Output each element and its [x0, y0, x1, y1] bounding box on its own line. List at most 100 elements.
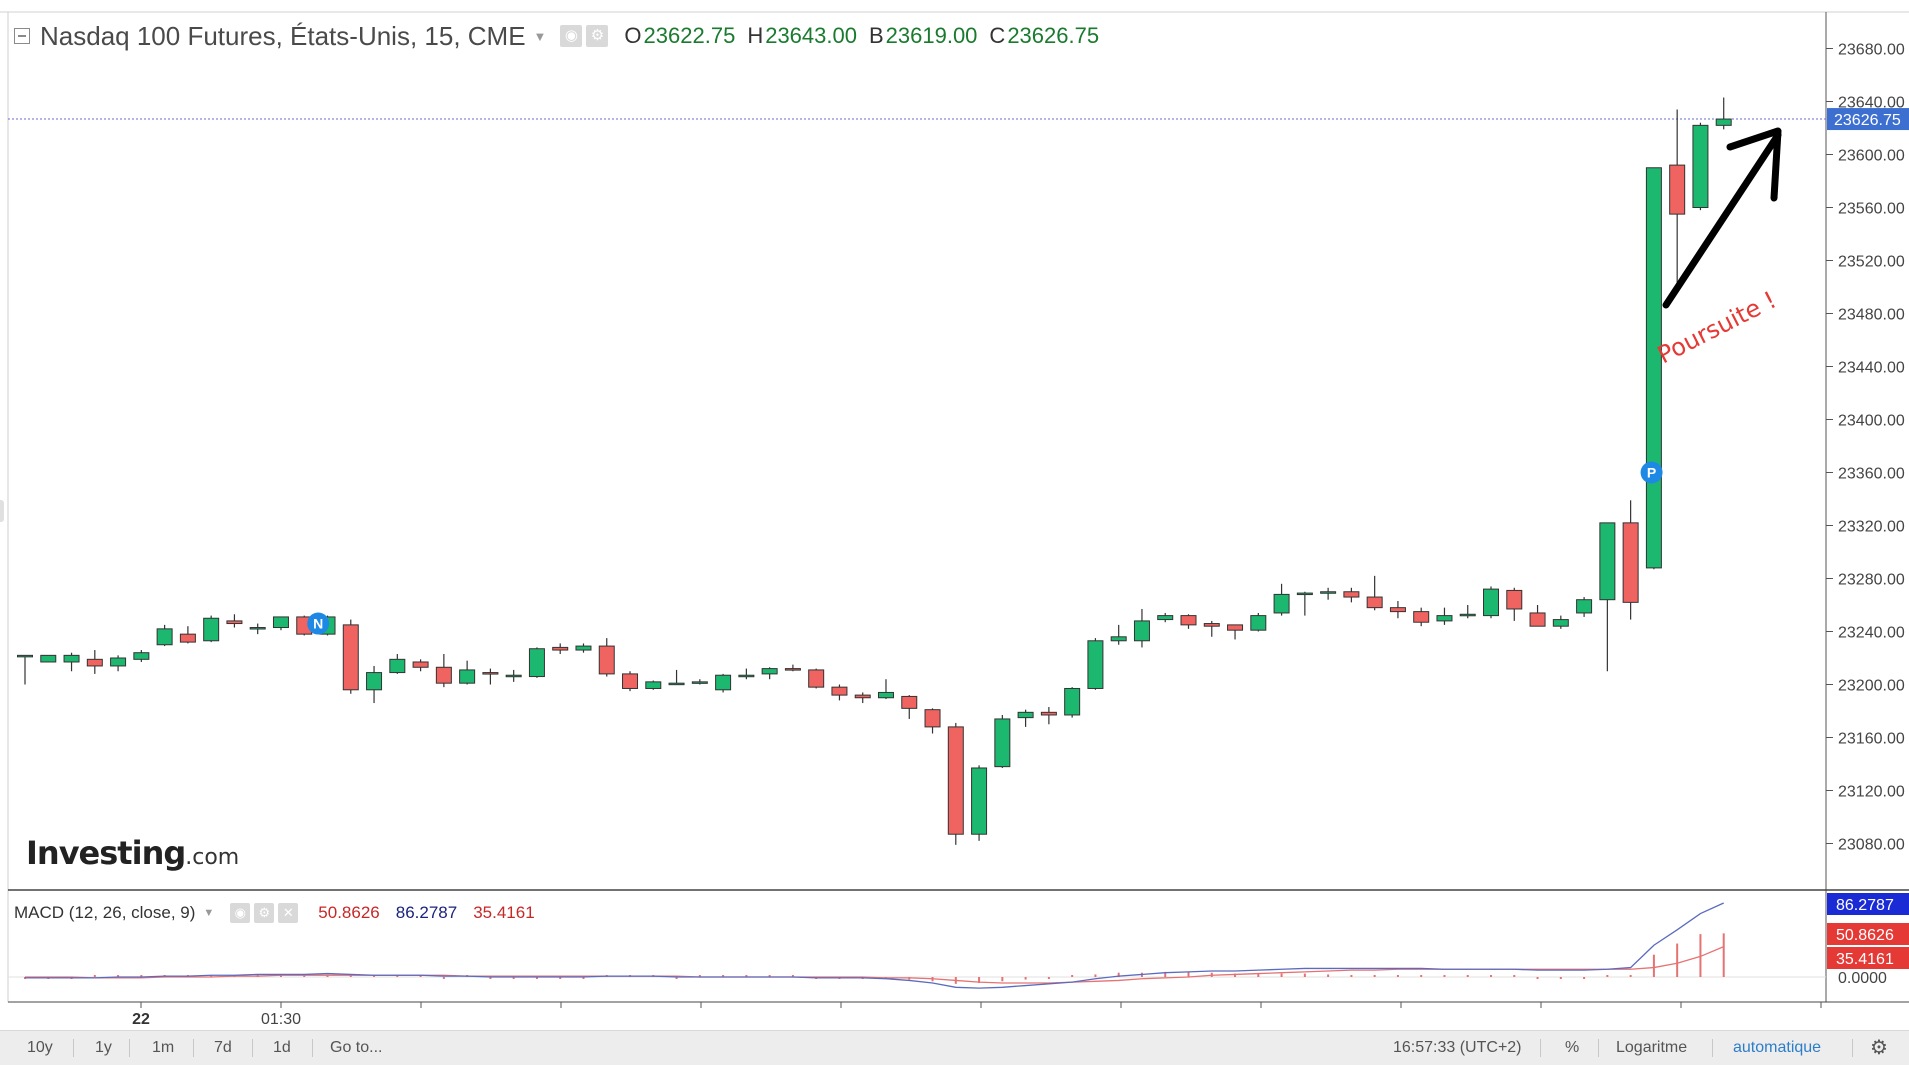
range-1d-button[interactable]: 1d — [273, 1039, 291, 1056]
candle — [1343, 587, 1360, 603]
symbol-title[interactable]: Nasdaq 100 Futures, États-Unis, 15, CME — [40, 20, 526, 51]
candle — [1599, 522, 1616, 672]
price-tick-label: 23440.00 — [1838, 360, 1905, 377]
marker-circle — [307, 612, 330, 635]
candle-body — [40, 654, 57, 663]
divider — [1540, 1039, 1541, 1057]
candle — [1296, 591, 1313, 616]
eye-icon[interactable]: ◉ — [230, 903, 251, 923]
range-1m-button[interactable]: 1m — [152, 1039, 175, 1056]
eye-icon[interactable]: ◉ — [560, 25, 583, 47]
price-tick-label: 23320.00 — [1838, 519, 1905, 536]
macd-histogram-bar — [559, 977, 562, 979]
candle — [63, 652, 80, 672]
range-1y-button[interactable]: 1y — [95, 1039, 112, 1056]
candle — [459, 660, 476, 685]
candle — [226, 614, 243, 628]
signal-line — [25, 946, 1724, 984]
candle — [854, 692, 871, 704]
macd-histogram-bar — [1396, 975, 1399, 977]
candle — [505, 669, 522, 682]
gear-icon[interactable]: ⚙ — [1870, 1037, 1888, 1059]
macd-histogram-bar — [675, 977, 678, 979]
macd-histogram-bar — [1257, 973, 1260, 977]
candle-body — [156, 628, 173, 646]
macd-histogram-bar — [1280, 973, 1283, 977]
high-number: 23643.00 — [765, 23, 857, 48]
candle — [272, 616, 289, 631]
close-value: C23626.75 — [989, 23, 1099, 49]
last-price-badge — [1827, 108, 1909, 131]
candle — [366, 665, 383, 704]
divider — [1852, 1039, 1853, 1057]
auto-scale-toggle[interactable]: automatique — [1733, 1039, 1822, 1056]
percent-toggle[interactable]: % — [1565, 1039, 1580, 1056]
candle-body — [1017, 711, 1034, 719]
candle-body — [1064, 687, 1081, 716]
macd-title[interactable]: MACD (12, 26, close, 9) — [14, 903, 196, 922]
candle-body — [1645, 167, 1662, 569]
candle — [435, 654, 452, 688]
candle — [761, 667, 778, 680]
candle-body — [1110, 636, 1127, 642]
log-toggle[interactable]: Logaritme — [1616, 1039, 1688, 1056]
divider — [193, 1039, 194, 1057]
price-tick-label: 23200.00 — [1838, 678, 1905, 695]
macd-histogram-bar — [1606, 975, 1609, 977]
gear-icon[interactable]: ⚙ — [586, 25, 609, 47]
low-value: B23619.00 — [869, 23, 977, 49]
logo-domain: .com — [185, 845, 240, 870]
chevron-down-icon[interactable]: ▼ — [203, 907, 215, 919]
candle-body — [738, 674, 755, 678]
candle-body — [1599, 522, 1616, 601]
macd-histogram-bar — [1373, 975, 1376, 977]
candle-body — [715, 674, 732, 691]
macd-histogram-bar — [1117, 972, 1120, 977]
candle-body — [482, 672, 499, 675]
chevron-down-icon[interactable]: ▼ — [533, 28, 547, 44]
gear-icon[interactable]: ⚙ — [254, 903, 275, 923]
candle — [110, 655, 127, 672]
macd-histogram-bar — [791, 975, 794, 977]
left-scroll-handle[interactable] — [0, 500, 4, 522]
macd-histogram-bar — [1164, 971, 1167, 977]
macd-panel — [8, 902, 1826, 989]
candle-body — [366, 672, 383, 691]
candle-body — [924, 709, 941, 728]
open-number: 23622.75 — [643, 23, 736, 48]
candle-body — [505, 674, 522, 678]
macd-histogram-bar — [1094, 974, 1097, 977]
range-7d-button[interactable]: 7d — [214, 1039, 232, 1056]
candle-body — [133, 652, 150, 660]
candle-body — [1622, 522, 1639, 603]
candle — [1227, 624, 1244, 640]
candle — [1273, 583, 1290, 616]
goto-button[interactable]: Go to... — [330, 1039, 383, 1056]
candle-body — [342, 624, 359, 691]
candle — [156, 624, 173, 647]
price-tick-label: 23600.00 — [1838, 148, 1905, 165]
macd-histogram-bar — [1001, 977, 1004, 982]
candle-body — [1692, 124, 1709, 208]
time-tick-label: 22 — [132, 1011, 150, 1028]
range-10y-button[interactable]: 10y — [27, 1039, 53, 1056]
investing-logo: Investing.com — [26, 834, 239, 872]
candle-body — [1296, 592, 1313, 596]
low-number: 23619.00 — [885, 23, 978, 48]
macd-histogram-bar — [1676, 943, 1679, 977]
candle-body — [203, 617, 220, 642]
candle-body — [831, 686, 848, 696]
candle — [249, 623, 266, 635]
chart-canvas[interactable]: 23080.00 23120.00 23160.00 23200.00 23240.00… — [0, 0, 1909, 1030]
marker-label: P — [1647, 465, 1656, 481]
divider — [1598, 1039, 1599, 1057]
macd-histogram-bar — [1047, 977, 1050, 979]
candles — [17, 97, 1732, 845]
candle-body — [761, 668, 778, 675]
price-tick-label: 23080.00 — [1838, 837, 1905, 854]
candle — [901, 695, 918, 719]
close-icon[interactable]: ✕ — [278, 903, 299, 923]
collapse-icon[interactable] — [14, 28, 30, 44]
clock-time[interactable]: 16:57:33 (UTC+2) — [1393, 1039, 1522, 1056]
